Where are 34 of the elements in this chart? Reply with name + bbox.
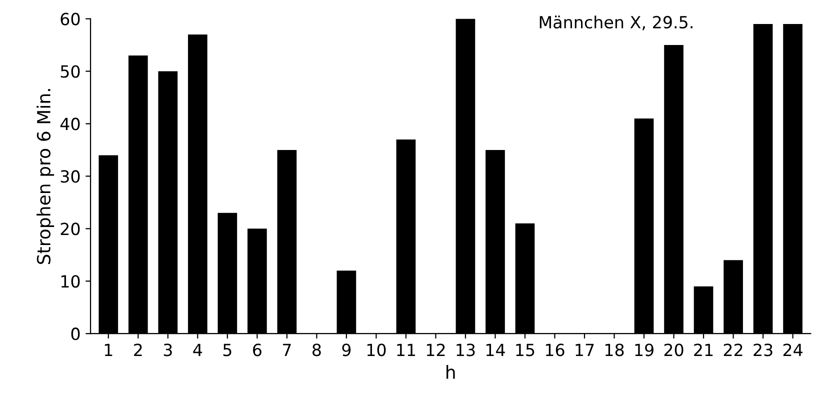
x-tick-label: 10: [367, 344, 386, 356]
x-tick-label: 4: [193, 344, 202, 356]
x-tick-label: 5: [223, 344, 232, 356]
y-tick-label: 60: [60, 12, 80, 26]
x-tick-label: 7: [282, 344, 291, 356]
x-tick-label: 19: [635, 344, 654, 356]
x-tick-label: 24: [783, 344, 802, 356]
x-tick-label: 14: [486, 344, 505, 356]
x-tick-label: 11: [397, 344, 416, 356]
x-tick-label: 23: [754, 344, 772, 356]
x-tick-label: 8: [312, 344, 321, 356]
x-tick-label: 1: [104, 344, 112, 356]
x-tick-label: 12: [426, 344, 445, 356]
x-tick-label: 16: [546, 344, 564, 356]
x-tick-label: 22: [724, 344, 742, 356]
y-tick-label: 20: [60, 222, 80, 236]
y-tick-label: 0: [71, 328, 80, 340]
x-tick-label: 20: [664, 344, 684, 356]
y-tick-label: 10: [61, 275, 80, 288]
x-tick-label: 6: [253, 344, 262, 356]
x-tick-label: 2: [134, 344, 142, 356]
x-tick-label: 9: [342, 344, 351, 356]
x-axis-title: h: [446, 365, 455, 379]
x-tick-label: 13: [456, 344, 475, 356]
y-axis-title: Strophen pro 6 Min.: [36, 89, 54, 264]
x-tick-label: 15: [516, 344, 534, 356]
y-tick-label: 30: [60, 170, 80, 183]
annotation: Männchen X, 29.5.: [540, 16, 692, 30]
y-tick-label: 50: [60, 65, 80, 78]
x-tick-label: 17: [576, 344, 594, 356]
x-tick-label: 21: [694, 344, 713, 356]
x-tick-label: 3: [164, 344, 172, 356]
x-tick-label: 18: [605, 344, 624, 356]
y-tick-label: 40: [60, 118, 80, 130]
